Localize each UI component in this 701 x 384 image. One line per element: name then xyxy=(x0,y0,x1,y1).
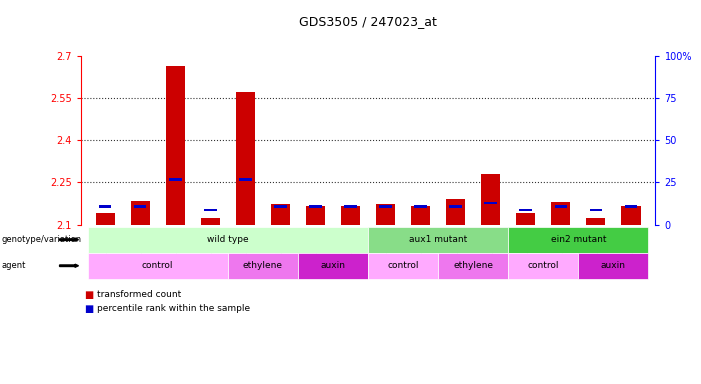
Bar xyxy=(309,205,322,208)
Bar xyxy=(449,205,462,208)
Bar xyxy=(625,205,637,208)
Bar xyxy=(95,214,115,225)
Bar xyxy=(306,206,325,225)
Bar xyxy=(200,218,220,225)
Bar xyxy=(169,179,182,181)
Text: wild type: wild type xyxy=(207,235,249,244)
Text: GDS3505 / 247023_at: GDS3505 / 247023_at xyxy=(299,15,437,28)
Text: ethylene: ethylene xyxy=(243,261,283,270)
Bar xyxy=(621,206,641,225)
Bar xyxy=(134,205,147,208)
Bar xyxy=(379,205,392,208)
Bar xyxy=(376,204,395,225)
Bar xyxy=(484,202,497,204)
Text: aux1 mutant: aux1 mutant xyxy=(409,235,468,244)
Bar xyxy=(344,205,357,208)
Text: ■: ■ xyxy=(84,290,93,300)
Text: genotype/variation: genotype/variation xyxy=(1,235,81,244)
Text: ein2 mutant: ein2 mutant xyxy=(550,235,606,244)
Text: ■: ■ xyxy=(84,304,93,314)
Text: auxin: auxin xyxy=(601,261,626,270)
Bar xyxy=(204,209,217,211)
Text: percentile rank within the sample: percentile rank within the sample xyxy=(97,304,250,313)
Bar xyxy=(590,209,602,211)
Bar xyxy=(239,179,252,181)
Bar xyxy=(446,199,465,225)
Bar xyxy=(236,92,255,225)
Text: control: control xyxy=(528,261,559,270)
Bar xyxy=(99,205,111,208)
Text: control: control xyxy=(142,261,173,270)
Bar xyxy=(130,201,150,225)
Text: transformed count: transformed count xyxy=(97,290,181,300)
Bar xyxy=(481,174,501,225)
Bar xyxy=(519,209,532,211)
Bar xyxy=(586,218,606,225)
Text: ethylene: ethylene xyxy=(453,261,494,270)
Bar xyxy=(165,66,185,225)
Bar xyxy=(341,206,360,225)
Bar xyxy=(516,214,536,225)
Bar xyxy=(554,205,567,208)
Bar xyxy=(274,205,287,208)
Text: agent: agent xyxy=(1,261,26,270)
Bar xyxy=(551,202,571,225)
Bar xyxy=(414,205,427,208)
Text: control: control xyxy=(388,261,418,270)
Bar xyxy=(271,204,290,225)
Bar xyxy=(411,206,430,225)
Text: auxin: auxin xyxy=(320,261,346,270)
